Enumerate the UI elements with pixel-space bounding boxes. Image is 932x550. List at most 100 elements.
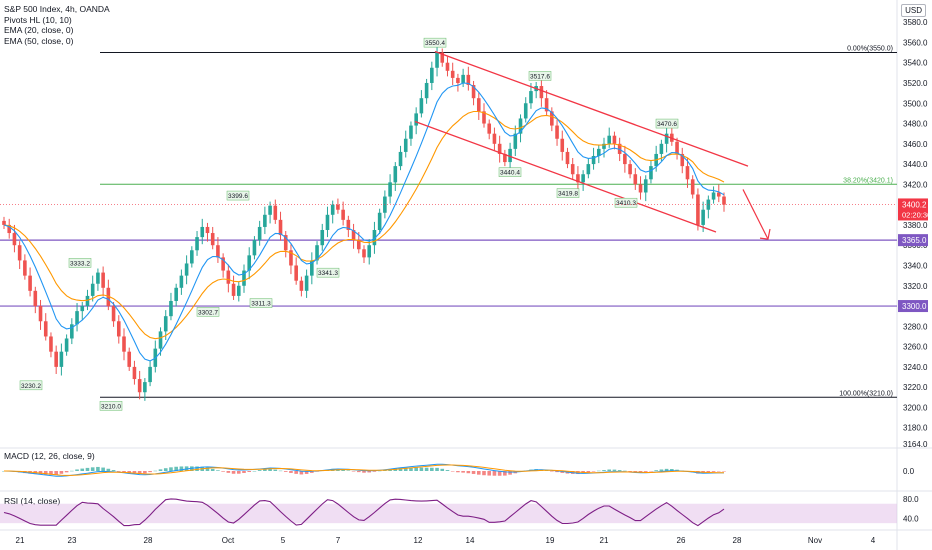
macd-histogram-bar [101, 467, 105, 471]
candle-body [445, 62, 450, 71]
candle-body [122, 336, 126, 352]
candle-body [163, 316, 168, 332]
macd-histogram-bar [116, 471, 121, 472]
candle-body [550, 111, 554, 126]
pivot-label: 3399.6 [228, 193, 248, 200]
candle-body [49, 336, 53, 352]
macd-histogram-bar [289, 471, 293, 473]
candle-body [304, 275, 309, 291]
macd-histogram-bar [278, 470, 283, 472]
candle-body [602, 143, 606, 149]
currency-button[interactable]: USD [901, 4, 926, 17]
macd-histogram-bar [148, 471, 152, 473]
macd-histogram-bar [294, 471, 298, 474]
macd-histogram-bar [195, 466, 199, 471]
pivot-label: 3419.8 [558, 191, 578, 198]
macd-histogram-bar [49, 471, 53, 475]
x-tick-label: 21 [600, 536, 609, 545]
macd-histogram-bar [508, 471, 512, 475]
macd-histogram-bar [362, 471, 366, 473]
indicator-ema20[interactable]: EMA (20, close, 0) [4, 25, 74, 35]
y-tick-label: 3260.0 [903, 343, 928, 352]
macd-histogram-bar [612, 469, 617, 471]
candle-body [111, 306, 116, 322]
candle-body [231, 283, 236, 296]
last-price-label: 3400.2 [902, 200, 927, 209]
macd-histogram-bar [643, 471, 648, 472]
candle-body [143, 382, 147, 393]
candle-body [174, 287, 178, 301]
candle-body [320, 230, 325, 246]
pivot-label: 3440.4 [500, 170, 520, 177]
candle-body [351, 230, 356, 241]
y-tick-label: 3380.0 [903, 221, 928, 230]
macd-histogram-bar [670, 469, 674, 471]
candle-body [581, 174, 585, 183]
projection-arrow-line [742, 189, 769, 240]
candle-body [607, 135, 612, 144]
macd-histogram-bar [96, 466, 100, 471]
pivot-label-box [68, 258, 92, 268]
macd-histogram-bar [435, 467, 439, 471]
candle-body [315, 245, 319, 261]
candle-body [377, 212, 382, 230]
candle-body [711, 192, 716, 200]
macd-histogram-bar [80, 468, 85, 471]
candle-body [450, 70, 455, 78]
x-tick-label: 21 [16, 536, 25, 545]
y-tick-label: 3240.0 [903, 363, 928, 372]
rsi-label[interactable]: RSI (14, close) [4, 496, 61, 506]
candle-body [643, 179, 648, 193]
macd-histogram-bar [424, 467, 429, 471]
macd-histogram-bar [706, 471, 711, 473]
pivot-label-box [528, 71, 552, 81]
x-tick-label: 5 [281, 536, 286, 545]
macd-histogram-bar [586, 471, 591, 473]
candle-body [70, 324, 74, 339]
macd-histogram-bar [221, 471, 225, 472]
macd-histogram-bar [143, 471, 147, 474]
candle-body [544, 98, 549, 112]
pivot-label: 3302.7 [198, 309, 218, 316]
indicator-pivots[interactable]: Pivots HL (10, 10) [4, 14, 72, 25]
macd-histogram-bar [722, 471, 726, 472]
candle-body [456, 77, 460, 83]
macd-histogram-bar [205, 467, 210, 471]
x-tick-label: 26 [677, 536, 686, 545]
channel-lower-line [414, 120, 717, 233]
indicator-ema50[interactable]: EMA (50, close, 0) [4, 35, 74, 46]
macd-histogram-bar [216, 470, 220, 471]
macd-histogram-bar [310, 471, 314, 473]
candle-body [409, 125, 413, 139]
macd-histogram-bar [111, 470, 116, 471]
pivot-label-box [99, 401, 123, 411]
candle-body [54, 351, 58, 367]
candle-body [12, 233, 17, 246]
candle-body [560, 138, 565, 152]
macd-histogram-bar [555, 471, 559, 473]
candle-body [148, 366, 152, 383]
candle-body [283, 235, 288, 251]
candle-body [289, 250, 293, 266]
x-tick-label: 12 [414, 536, 423, 545]
candle-body [90, 283, 95, 296]
countdown-label: 02:20:36 [902, 210, 931, 219]
candle-body [59, 351, 64, 367]
macd-histogram-bar [492, 471, 497, 476]
macd-histogram-bar [247, 471, 252, 472]
candle-body [680, 153, 685, 167]
x-tick-label: 14 [466, 536, 475, 545]
pivot-label-box [316, 267, 340, 278]
macd-label[interactable]: MACD (12, 26, close, 9) [4, 451, 95, 461]
candle-body [414, 113, 418, 126]
candle-body [236, 285, 241, 296]
candle-body [435, 52, 439, 68]
macd-histogram-bar [461, 471, 465, 473]
macd-histogram-bar [450, 471, 455, 472]
y-tick-label: 3440.0 [903, 160, 928, 169]
candle-body [263, 214, 267, 227]
macd-histogram-bar [445, 470, 450, 471]
y-tick-label: 3500.0 [903, 99, 928, 108]
macd-histogram-bar [649, 471, 653, 472]
